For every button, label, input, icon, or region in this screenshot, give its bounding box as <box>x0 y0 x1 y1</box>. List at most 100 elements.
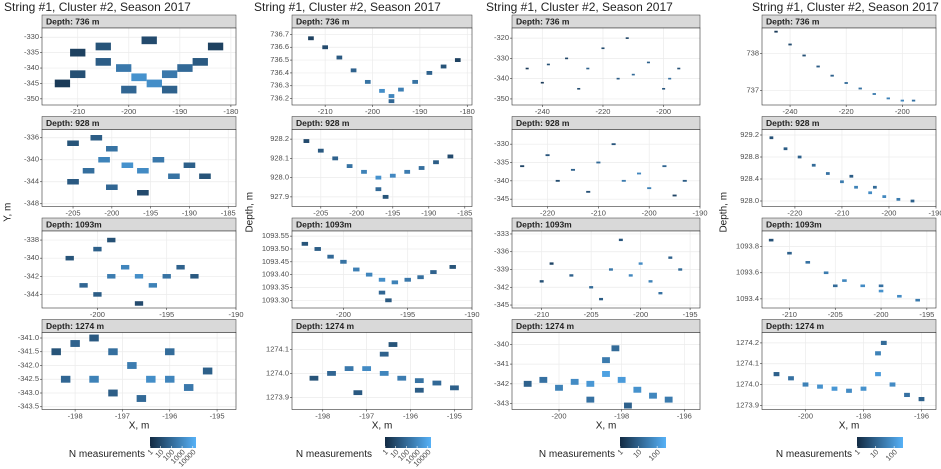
heat-cell <box>106 184 118 190</box>
panel-border <box>291 27 473 106</box>
y-tick-label: 1093.8 <box>736 242 759 251</box>
legend-tick-label: 1 <box>616 447 625 456</box>
heat-cell <box>586 380 595 387</box>
heat-cell <box>768 238 774 242</box>
heat-cell <box>433 160 439 165</box>
y-tick-label: -340 <box>24 155 39 164</box>
heat-cell <box>672 194 677 197</box>
panel-border <box>761 332 937 410</box>
heat-cell <box>830 74 834 77</box>
heat-cell <box>570 168 576 171</box>
x-tick-label: -200 <box>656 107 671 116</box>
y-tick-label: -335 <box>24 48 39 57</box>
heat-cell <box>915 298 920 302</box>
heat-cell <box>353 267 360 272</box>
colorbar <box>857 437 903 448</box>
heat-cell <box>860 386 867 391</box>
heat-cell <box>398 87 404 92</box>
heat-cell <box>418 166 425 170</box>
heat-cell <box>176 264 185 270</box>
y-tick-label: -345 <box>24 78 39 87</box>
y-tick-label: 929.2 <box>740 130 759 139</box>
heat-cell <box>878 284 884 288</box>
y-tick-label: -343.0 <box>18 388 39 397</box>
x-tick-label: -205 <box>313 208 328 217</box>
panel-bg <box>292 129 472 207</box>
heat-cell <box>67 179 79 185</box>
heat-cell <box>628 274 633 277</box>
heat-cell <box>555 179 560 182</box>
y-tick-label: 1274.1 <box>736 359 759 368</box>
cells <box>65 237 199 306</box>
heat-cell <box>340 259 347 264</box>
panel-border <box>41 27 237 106</box>
x-tick-label: -210 <box>70 107 85 116</box>
heat-cell <box>565 57 569 60</box>
heat-cell <box>811 163 816 167</box>
heat-cell <box>621 179 626 182</box>
strip-label: Depth: 736 m <box>516 16 570 26</box>
heat-cell <box>404 277 411 282</box>
heat-cell <box>787 251 792 255</box>
strip-label: Depth: 1093m <box>296 219 352 229</box>
x-tick-label: -205 <box>66 208 81 217</box>
y-tick-label: 736.6 <box>270 42 289 51</box>
heat-cell <box>327 254 334 259</box>
heat-cell <box>825 172 830 175</box>
heat-cell <box>636 172 642 175</box>
heat-cell <box>805 261 811 264</box>
heat-cell <box>388 94 395 98</box>
x-tick-label: -198 <box>856 411 871 420</box>
heat-cell <box>79 283 88 288</box>
panel-bg <box>762 28 936 105</box>
heat-cell <box>872 185 877 189</box>
heat-cell <box>849 174 854 178</box>
heat-cell <box>454 58 461 63</box>
heat-cell <box>378 277 386 282</box>
x-tick-label: -196 <box>162 411 177 420</box>
heat-cell <box>361 169 367 174</box>
y-tick-label: -340 <box>494 339 509 348</box>
heat-cell <box>336 55 343 60</box>
heat-cell <box>802 382 809 387</box>
colorbar <box>150 437 196 448</box>
y-tick-label: 928.4 <box>740 174 759 183</box>
heat-cell <box>404 169 411 174</box>
colorbar <box>385 437 431 448</box>
heat-cell <box>602 371 610 377</box>
x-tick-label: -198 <box>315 411 330 420</box>
heat-cell <box>647 187 652 190</box>
legend-tick-label: 1 <box>853 447 862 456</box>
y-tick-label: -342.5 <box>18 374 39 383</box>
heat-cell <box>872 93 876 95</box>
x-tick-label: -200 <box>349 208 364 217</box>
heat-cell <box>301 241 309 246</box>
heat-cell <box>89 334 99 342</box>
x-tick-label: -220 <box>595 107 610 116</box>
heat-cell <box>846 388 852 393</box>
y-tick-label: -341.0 <box>18 333 39 342</box>
y-tick-label: 1274.0 <box>266 368 289 377</box>
x-tick-label: -240 <box>783 107 798 116</box>
panel-border <box>291 129 473 207</box>
heat-cell <box>788 376 794 381</box>
heat-cell <box>70 340 80 347</box>
y-tick-label: -350 <box>24 94 39 103</box>
cells <box>54 36 224 94</box>
heat-cell <box>121 162 134 168</box>
x-tick-label: -190 <box>412 107 427 116</box>
heat-cell <box>207 42 224 51</box>
strip-label: Depth: 1274 m <box>766 321 825 331</box>
x-tick-label: -197 <box>359 411 374 420</box>
y-tick-label: 737 <box>746 85 759 94</box>
x-tick-label: -197 <box>115 411 130 420</box>
panel-bg <box>512 129 700 207</box>
y-tick-label: -340 <box>494 74 509 83</box>
chart-title: String #1, Cluster #2, Season 2017 <box>486 0 673 14</box>
heat-cell <box>616 77 620 80</box>
heat-cell <box>523 380 532 387</box>
heat-cell <box>844 82 848 84</box>
heat-cell <box>375 187 382 192</box>
heat-cell <box>82 168 95 174</box>
heat-cell <box>131 73 147 82</box>
